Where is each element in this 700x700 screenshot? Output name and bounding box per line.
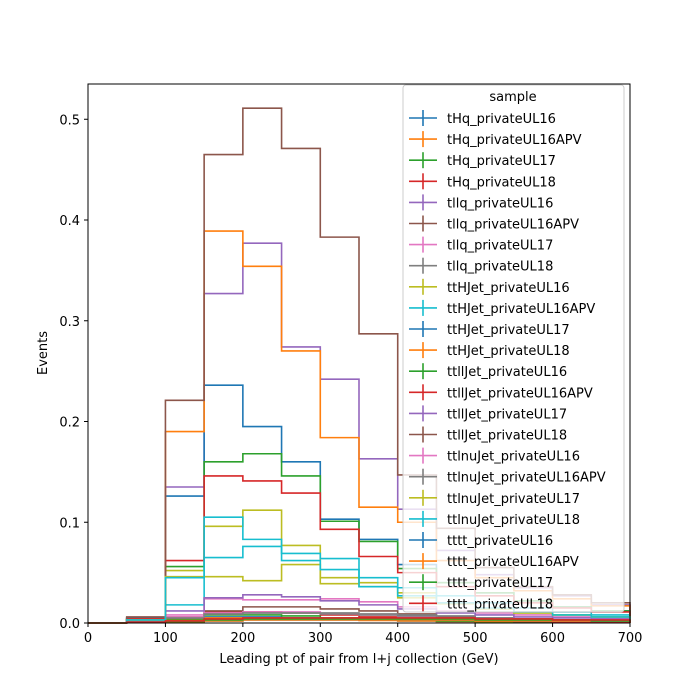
legend-entry-label: ttlnuJet_privateUL16APV	[447, 471, 606, 486]
legend-entry-label: ttHJet_privateUL17	[447, 323, 570, 338]
legend-entry-label: tttt_privateUL17	[447, 576, 553, 591]
y-tick-label: 0.2	[59, 416, 80, 431]
x-tick-label: 700	[618, 631, 643, 646]
x-tick-label: 500	[463, 631, 488, 646]
legend-entry-label: ttllJet_privateUL16	[447, 365, 567, 380]
legend-entry-label: ttHJet_privateUL18	[447, 344, 570, 359]
legend-entry-label: ttllJet_privateUL17	[447, 407, 567, 422]
x-tick-label: 0	[84, 631, 92, 646]
legend-entry-label: tHq_privateUL17	[447, 154, 556, 169]
x-axis: 0 100 200 300 400 500 600 700	[84, 623, 643, 646]
legend: sample tHq_privateUL16 tHq_privateUL16APV…	[402, 84, 625, 613]
legend-entry-label: ttllJet_privateUL16APV	[447, 386, 593, 401]
y-tick-label: 0.4	[59, 214, 80, 229]
legend-entry-label: tllq_privateUL16	[447, 196, 553, 211]
legend-entry-label: ttlnuJet_privateUL17	[447, 492, 580, 507]
series-line-23	[88, 617, 631, 624]
series-line-14	[88, 593, 631, 624]
legend-entry-label: tttt_privateUL18	[447, 597, 553, 612]
legend-entry-label: ttllJet_privateUL18	[447, 429, 567, 444]
legend-entry-label: ttHJet_privateUL16	[447, 281, 570, 296]
x-tick-label: 400	[385, 631, 410, 646]
legend-entry-label: tHq_privateUL16APV	[447, 133, 582, 148]
legend-entry-label: tHq_privateUL16	[447, 112, 556, 127]
legend-frame	[402, 84, 625, 613]
legend-entry-label: ttlnuJet_privateUL16	[447, 450, 580, 465]
x-tick-label: 200	[230, 631, 255, 646]
legend-entry-label: tllq_privateUL18	[447, 260, 553, 275]
series-line-19	[88, 516, 631, 624]
y-tick-label: 0.5	[59, 113, 80, 128]
y-tick-label: 0.1	[59, 516, 80, 531]
x-axis-label: Leading pt of pair from l+j collection (…	[219, 652, 498, 667]
x-tick-label: 600	[540, 631, 565, 646]
legend-entry-label: tttt_privateUL16	[447, 534, 553, 549]
legend-entry-label: tllq_privateUL17	[447, 239, 553, 254]
legend-entry-label: ttlnuJet_privateUL18	[447, 513, 580, 528]
legend-entry-label: tHq_privateUL18	[447, 175, 556, 190]
y-axis: 0.0 0.1 0.2 0.3 0.4 0.5	[59, 113, 88, 632]
legend-entries: tHq_privateUL16 tHq_privateUL16APV tHq_pri…	[409, 110, 606, 612]
legend-entry-label: ttHJet_privateUL16APV	[447, 302, 595, 317]
y-tick-label: 0.0	[59, 617, 80, 632]
y-axis-label: Events	[36, 331, 51, 375]
series-line-6	[88, 598, 631, 624]
legend-entry-label: tllq_privateUL16APV	[447, 218, 579, 233]
legend-title: sample	[489, 90, 536, 105]
y-tick-label: 0.3	[59, 315, 80, 330]
x-tick-label: 300	[308, 631, 333, 646]
legend-entry-label: tttt_privateUL16APV	[447, 555, 579, 570]
x-tick-label: 100	[153, 631, 178, 646]
plot-frame	[87, 83, 631, 624]
